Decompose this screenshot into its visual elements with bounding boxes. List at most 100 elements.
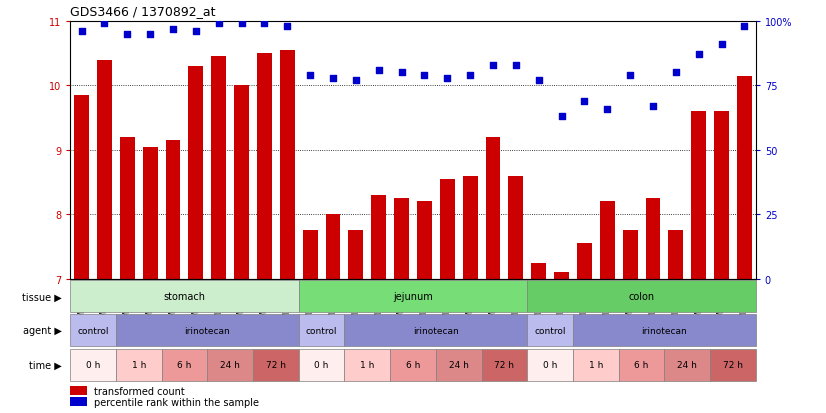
- Point: [75, 29, 88, 36]
- Bar: [600, 202, 615, 279]
- Text: irinotecan: irinotecan: [413, 326, 458, 335]
- Text: control: control: [78, 326, 109, 335]
- Text: 6 h: 6 h: [178, 360, 192, 369]
- Bar: [509, 176, 523, 279]
- Bar: [211, 57, 226, 279]
- Bar: [486, 138, 501, 279]
- Point: [326, 75, 339, 82]
- Bar: [463, 176, 477, 279]
- Bar: [70, 397, 88, 406]
- Text: tissue ▶: tissue ▶: [22, 292, 62, 301]
- Bar: [623, 231, 638, 279]
- Point: [738, 24, 751, 30]
- Bar: [436, 349, 482, 381]
- Text: colon: colon: [629, 292, 654, 301]
- Bar: [714, 112, 729, 279]
- Bar: [577, 244, 591, 279]
- Bar: [619, 349, 664, 381]
- Bar: [527, 315, 573, 347]
- Text: 72 h: 72 h: [266, 360, 286, 369]
- Bar: [668, 231, 683, 279]
- Bar: [349, 231, 363, 279]
- Point: [418, 73, 431, 79]
- Text: percentile rank within the sample: percentile rank within the sample: [94, 397, 259, 407]
- Text: agent ▶: agent ▶: [23, 326, 62, 336]
- Point: [144, 31, 157, 38]
- Bar: [299, 349, 344, 381]
- Bar: [70, 280, 299, 313]
- Bar: [573, 315, 756, 347]
- Bar: [691, 112, 706, 279]
- Bar: [235, 86, 249, 279]
- Bar: [257, 54, 272, 279]
- Point: [669, 70, 682, 76]
- Point: [624, 73, 637, 79]
- Text: 0 h: 0 h: [543, 360, 558, 369]
- Bar: [394, 199, 409, 279]
- Bar: [390, 349, 436, 381]
- Text: 24 h: 24 h: [677, 360, 697, 369]
- Bar: [299, 315, 344, 347]
- Bar: [70, 386, 88, 395]
- Bar: [303, 231, 317, 279]
- Point: [167, 26, 180, 33]
- Point: [235, 21, 249, 28]
- Bar: [253, 349, 299, 381]
- Bar: [737, 76, 752, 279]
- Text: 1 h: 1 h: [360, 360, 374, 369]
- Text: control: control: [534, 326, 566, 335]
- Text: irinotecan: irinotecan: [642, 326, 687, 335]
- Bar: [527, 349, 573, 381]
- Bar: [280, 51, 295, 279]
- Bar: [162, 349, 207, 381]
- Text: transformed count: transformed count: [94, 386, 185, 396]
- Bar: [74, 96, 89, 279]
- Point: [715, 42, 729, 48]
- Text: 72 h: 72 h: [495, 360, 515, 369]
- Point: [441, 75, 454, 82]
- Point: [509, 62, 523, 69]
- Bar: [70, 349, 116, 381]
- Bar: [573, 349, 619, 381]
- Point: [281, 24, 294, 30]
- Bar: [207, 349, 253, 381]
- Point: [487, 62, 500, 69]
- Point: [258, 21, 271, 28]
- Text: GDS3466 / 1370892_at: GDS3466 / 1370892_at: [70, 5, 216, 19]
- Bar: [299, 280, 527, 313]
- Point: [578, 98, 591, 105]
- Bar: [482, 349, 527, 381]
- Point: [601, 106, 614, 113]
- Point: [98, 21, 112, 28]
- Bar: [531, 263, 546, 279]
- Point: [555, 114, 568, 120]
- Text: 0 h: 0 h: [86, 360, 100, 369]
- Point: [647, 103, 660, 110]
- Bar: [646, 199, 660, 279]
- Bar: [166, 141, 180, 279]
- Bar: [710, 349, 756, 381]
- Text: jejunum: jejunum: [393, 292, 433, 301]
- Bar: [417, 202, 432, 279]
- Text: 0 h: 0 h: [315, 360, 329, 369]
- Text: 1 h: 1 h: [589, 360, 603, 369]
- Bar: [664, 349, 710, 381]
- Bar: [440, 179, 454, 279]
- Bar: [116, 315, 299, 347]
- Text: irinotecan: irinotecan: [184, 326, 230, 335]
- Point: [532, 78, 545, 84]
- Bar: [120, 138, 135, 279]
- Bar: [97, 60, 112, 279]
- Bar: [344, 315, 527, 347]
- Bar: [372, 195, 386, 279]
- Bar: [344, 349, 390, 381]
- Bar: [188, 67, 203, 279]
- Point: [304, 73, 317, 79]
- Text: 24 h: 24 h: [221, 360, 240, 369]
- Bar: [116, 349, 162, 381]
- Point: [189, 29, 202, 36]
- Text: control: control: [306, 326, 337, 335]
- Point: [373, 67, 386, 74]
- Bar: [325, 215, 340, 279]
- Text: 24 h: 24 h: [449, 360, 468, 369]
